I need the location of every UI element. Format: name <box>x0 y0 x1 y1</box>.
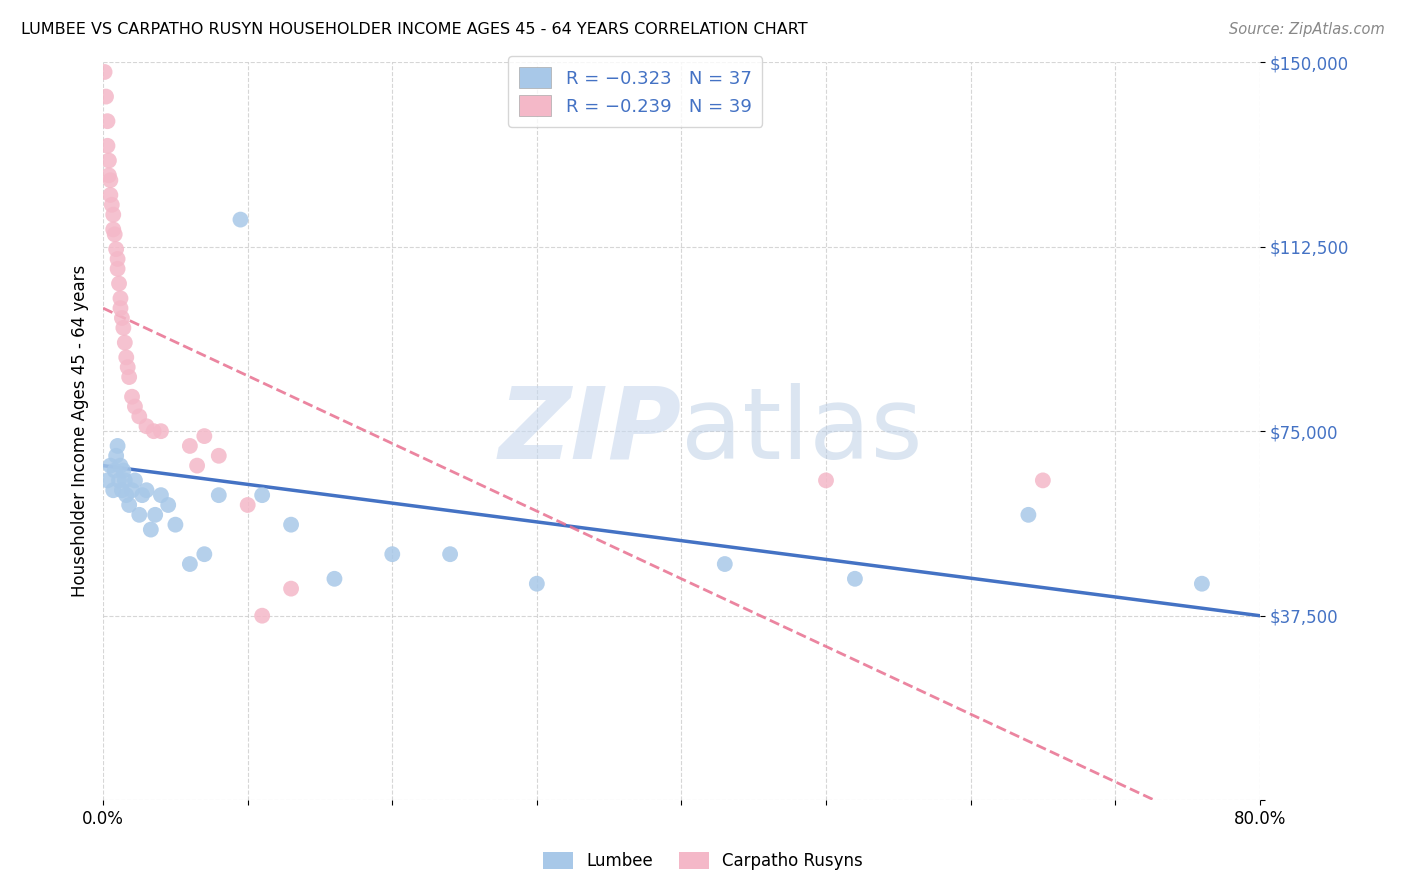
Point <box>118 370 141 384</box>
Point <box>108 277 131 291</box>
Point <box>93 65 115 79</box>
Point <box>105 242 128 256</box>
Point <box>104 227 127 242</box>
Point <box>250 488 273 502</box>
Point <box>108 474 131 488</box>
Point <box>97 169 120 183</box>
Point <box>165 517 187 532</box>
Point <box>117 360 139 375</box>
Point <box>111 311 134 326</box>
Point <box>250 608 273 623</box>
Point <box>111 483 134 498</box>
Point <box>103 222 125 236</box>
Point <box>112 321 135 335</box>
Point <box>96 114 118 128</box>
Point <box>124 474 146 488</box>
Point <box>1032 474 1054 488</box>
Point <box>236 498 259 512</box>
Point <box>157 498 180 512</box>
Point <box>107 439 129 453</box>
Point <box>110 291 132 305</box>
Point <box>135 483 157 498</box>
Point <box>115 488 138 502</box>
Point <box>124 400 146 414</box>
Point <box>112 464 135 478</box>
Point <box>149 424 172 438</box>
Point <box>121 483 143 498</box>
Point <box>135 419 157 434</box>
Point <box>179 439 201 453</box>
Point <box>105 449 128 463</box>
Point <box>208 488 231 502</box>
Point <box>208 449 231 463</box>
Point <box>114 474 136 488</box>
Point <box>115 351 138 365</box>
Y-axis label: Householder Income Ages 45 - 64 years: Householder Income Ages 45 - 64 years <box>72 265 89 598</box>
Point <box>98 173 121 187</box>
Point <box>526 576 548 591</box>
Point <box>118 498 141 512</box>
Point <box>128 508 150 522</box>
Point <box>280 582 302 596</box>
Point <box>186 458 208 473</box>
Point <box>97 153 120 168</box>
Point <box>107 252 129 266</box>
Point <box>714 557 737 571</box>
Point <box>98 458 121 473</box>
Point <box>96 474 118 488</box>
Point <box>814 474 837 488</box>
Point <box>1017 508 1039 522</box>
Point <box>142 424 165 438</box>
Point <box>96 138 118 153</box>
Point <box>439 547 461 561</box>
Point <box>193 547 215 561</box>
Text: ZIP: ZIP <box>498 383 682 480</box>
Point <box>280 517 302 532</box>
Point <box>98 188 121 202</box>
Point <box>110 458 132 473</box>
Point <box>110 301 132 315</box>
Point <box>1191 576 1213 591</box>
Point <box>107 261 129 276</box>
Point <box>179 557 201 571</box>
Text: atlas: atlas <box>682 383 924 480</box>
Point <box>128 409 150 424</box>
Point <box>104 464 127 478</box>
Text: Source: ZipAtlas.com: Source: ZipAtlas.com <box>1229 22 1385 37</box>
Point <box>143 508 166 522</box>
Point <box>193 429 215 443</box>
Point <box>229 212 252 227</box>
Legend: Lumbee, Carpatho Rusyns: Lumbee, Carpatho Rusyns <box>537 845 869 877</box>
Point <box>131 488 153 502</box>
Point <box>94 89 117 103</box>
Point <box>101 198 124 212</box>
Legend: R = −0.323   N = 37, R = −0.239   N = 39: R = −0.323 N = 37, R = −0.239 N = 39 <box>508 56 762 127</box>
Point <box>103 208 125 222</box>
Point <box>139 523 162 537</box>
Point <box>844 572 866 586</box>
Point <box>381 547 404 561</box>
Point <box>121 390 143 404</box>
Point <box>114 335 136 350</box>
Point <box>149 488 172 502</box>
Point <box>103 483 125 498</box>
Point <box>323 572 346 586</box>
Text: LUMBEE VS CARPATHO RUSYN HOUSEHOLDER INCOME AGES 45 - 64 YEARS CORRELATION CHART: LUMBEE VS CARPATHO RUSYN HOUSEHOLDER INC… <box>21 22 807 37</box>
